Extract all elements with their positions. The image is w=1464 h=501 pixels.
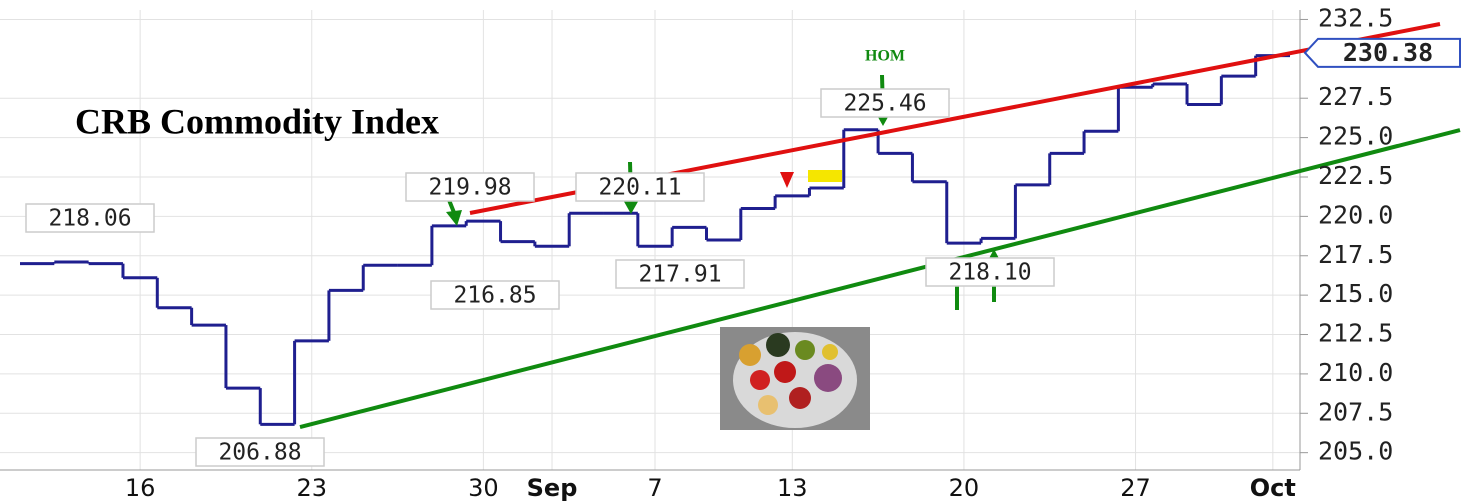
callout-label: 218.06 (48, 206, 131, 232)
callout-label: 219.98 (428, 175, 511, 201)
fruit (766, 333, 790, 357)
y-tick-label: 205.0 (1318, 437, 1393, 466)
fruit (774, 361, 796, 383)
x-tick-label: 30 (468, 474, 499, 501)
fruit (789, 387, 811, 409)
y-tick-label: 210.0 (1318, 358, 1393, 387)
chart-title: CRB Commodity Index (75, 101, 439, 141)
x-tick-label: 13 (777, 474, 808, 501)
y-tick-label: 225.0 (1318, 122, 1393, 151)
y-tick-label: 212.5 (1318, 319, 1393, 348)
fruit (814, 364, 842, 392)
y-tick-label: 232.5 (1318, 3, 1393, 32)
callout-label: 216.85 (453, 283, 536, 309)
x-tick-label: 16 (125, 474, 156, 501)
fruit (750, 370, 770, 390)
y-tick-label: 207.5 (1318, 397, 1393, 426)
y-tick-label: 227.5 (1318, 82, 1393, 111)
x-tick-label: 7 (647, 474, 662, 501)
y-tick-label: 215.0 (1318, 279, 1393, 308)
callout-label: 217.91 (638, 262, 721, 288)
y-tick-label: 217.5 (1318, 240, 1393, 269)
x-tick-label: 20 (949, 474, 980, 501)
fruit (739, 344, 761, 366)
fruit (758, 395, 778, 415)
callout-label: 220.11 (598, 175, 681, 201)
callout-label: 218.10 (948, 260, 1031, 286)
x-tick-label: 23 (296, 474, 327, 501)
callout-label: 225.46 (843, 91, 926, 117)
last-value-label: 230.38 (1343, 38, 1433, 67)
chart: CRB Commodity Index 205.0 207.5 210.0 212.5… (0, 0, 1464, 501)
y-tick-label: 220.0 (1318, 200, 1393, 229)
x-tick-label: 27 (1120, 474, 1151, 501)
fruit (795, 340, 815, 360)
x-tick-label: Oct (1250, 474, 1296, 501)
yellow-marker (808, 170, 842, 182)
y-tick-label: 222.5 (1318, 161, 1393, 190)
x-tick-label: Sep (527, 474, 578, 501)
callout-label: 206.88 (218, 440, 301, 466)
vegetable-image (720, 327, 870, 430)
annotation-label: HOM (865, 48, 905, 65)
fruit (822, 344, 838, 360)
page: {"chart_data": { "type": "step", "title"… (0, 0, 1464, 501)
